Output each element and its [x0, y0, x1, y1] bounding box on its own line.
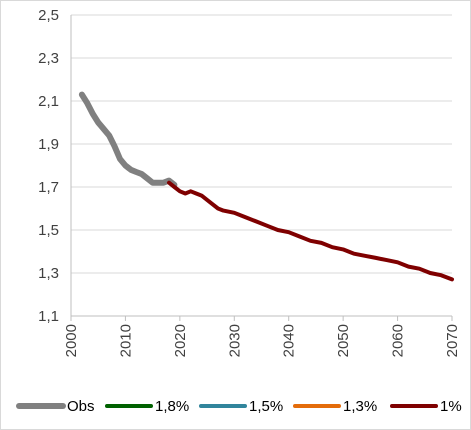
x-tick-label: 2000	[63, 324, 80, 357]
series-line-0	[78, 91, 178, 188]
y-tick-labels: 1,1 1,3 1,5 1,7 1,9 2,1 2,3 2,5	[38, 7, 59, 325]
x-tick-label: 2070	[444, 324, 461, 357]
grid-lines	[71, 14, 452, 274]
legend-label-2: 1,5%	[249, 398, 283, 415]
x-tick-label: 2040	[281, 324, 298, 357]
legend-label-0: Obs	[67, 398, 95, 415]
x-tick-label: 2030	[226, 324, 243, 357]
x-tick-label: 2050	[335, 324, 352, 357]
y-tick-label: 2,5	[38, 7, 59, 24]
x-tick-labels: 2000 2010 2020 2030 2040 2050 2060 2070	[63, 316, 461, 357]
legend-label-3: 1,3%	[343, 398, 377, 415]
series-lines	[78, 91, 454, 282]
x-tick-label: 2020	[172, 324, 189, 357]
x-tick-label: 2060	[390, 324, 407, 357]
legend: Obs 1,8% 1,5% 1,3% 1%	[16, 398, 462, 415]
y-tick-label: 1,3	[38, 265, 59, 282]
legend-label-1: 1,8%	[155, 398, 189, 415]
y-tick-label: 1,9	[38, 136, 59, 153]
y-tick-label: 2,1	[38, 93, 59, 110]
y-tick-label: 2,3	[38, 50, 59, 67]
legend-label-4: 1%	[440, 398, 462, 415]
y-tick-label: 1,1	[38, 308, 59, 325]
series-line-4	[167, 180, 454, 282]
y-tick-label: 1,5	[38, 222, 59, 239]
x-tick-label: 2010	[117, 324, 134, 357]
y-tick-label: 1,7	[38, 179, 59, 196]
